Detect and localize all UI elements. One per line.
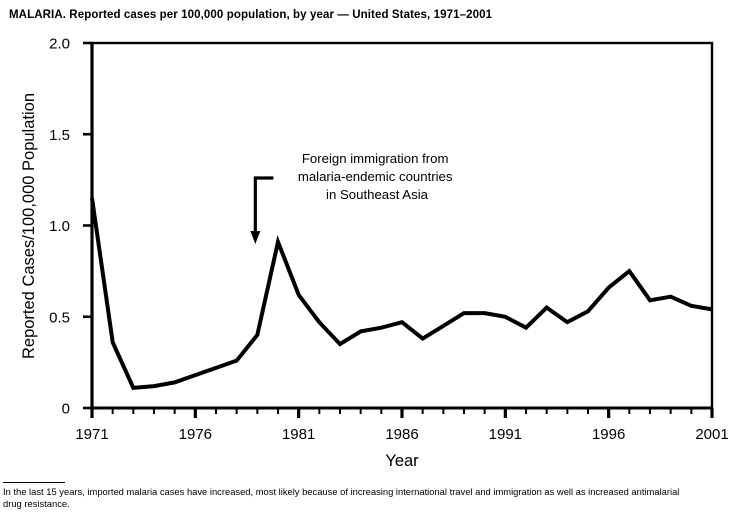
footnote-text-line-2: drug resistance.: [3, 497, 70, 509]
x-tick-label: 1991: [489, 426, 522, 443]
annotation-line-1: Foreign immigration from: [302, 151, 449, 166]
x-axis-ticks: 1971 1976 1981 1986 1991 1996 2001: [75, 408, 729, 443]
annotation-line-3: in Southeast Asia: [326, 187, 429, 202]
data-line: [90, 197, 713, 391]
x-tick-label: 1971: [75, 426, 108, 443]
x-tick-label: 1981: [282, 426, 315, 443]
annotation-arrow: [253, 176, 274, 232]
x-axis-title: Year: [385, 452, 419, 470]
footnote-rule: [3, 482, 65, 483]
footnote: In the last 15 years, imported malaria c…: [3, 482, 753, 509]
y-tick-label: 0.5: [49, 309, 70, 326]
y-axis-ticks: 0 0.5 1.0 1.5 2.0: [49, 36, 92, 418]
x-tick-label: 1986: [385, 426, 418, 443]
y-tick-label: 1.5: [49, 127, 70, 144]
annotation-arrowhead-icon: [250, 231, 261, 244]
x-tick-label: 2001: [695, 426, 728, 443]
annotation-line-2: malaria-endemic countries: [298, 169, 453, 184]
y-tick-label: 1.0: [49, 218, 70, 235]
plot-border: [90, 41, 714, 410]
annotation-text: Foreign immigration from malaria-endemic…: [298, 151, 456, 202]
x-tick-label: 1996: [592, 426, 625, 443]
chart-title: MALARIA. Reported cases per 100,000 popu…: [9, 9, 493, 21]
y-tick-label: 2.0: [49, 36, 70, 53]
y-tick-label: 0: [62, 401, 70, 418]
footnote-text-line-1: In the last 15 years, imported malaria c…: [3, 486, 680, 497]
x-tick-label: 1976: [179, 426, 212, 443]
y-axis-title: Reported Cases/100,000 Population: [20, 93, 38, 359]
